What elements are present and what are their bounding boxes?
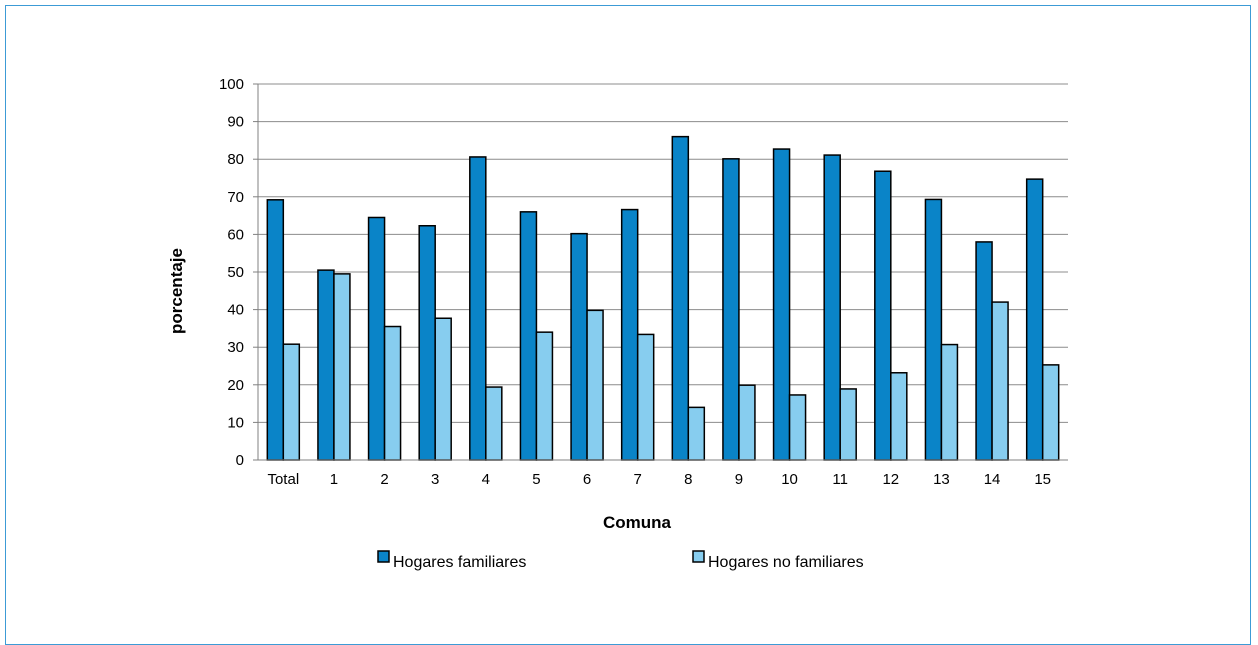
y-tick-label: 70 [227, 189, 244, 206]
y-tick-label: 80 [227, 151, 244, 168]
y-tick-label: 100 [219, 76, 244, 93]
y-tick-label: 30 [227, 339, 244, 356]
legend-swatch [377, 550, 390, 563]
bar-no-familiares [383, 325, 402, 461]
bar-no-familiares [282, 343, 301, 461]
legend: Hogares familiares Hogares no familiares [377, 550, 864, 571]
y-tick-label: 90 [227, 114, 244, 131]
bar-no-familiares [636, 333, 655, 461]
x-tick-label: 12 [882, 471, 899, 488]
x-tick-label: 11 [832, 471, 848, 488]
bar-no-familiares [434, 317, 452, 461]
y-tick-label: 60 [227, 226, 244, 243]
bar-familiares [722, 158, 740, 461]
x-tick-label: 3 [431, 471, 439, 488]
bar-familiares [620, 208, 639, 461]
bar-familiares [1025, 178, 1044, 461]
bar-no-familiares [687, 406, 706, 461]
x-tick-label: 9 [735, 471, 743, 488]
bar-familiares [671, 135, 690, 461]
y-tick-label: 10 [227, 414, 244, 431]
x-tick-label: 5 [532, 471, 540, 488]
bar-familiares [570, 232, 588, 461]
bar-no-familiares [333, 273, 351, 461]
bar-familiares [975, 241, 993, 461]
bar-no-familiares [1041, 364, 1060, 461]
bar-familiares [418, 225, 436, 461]
y-tick-label: 0 [236, 452, 244, 469]
bar-familiares [823, 154, 841, 461]
bar-no-familiares [485, 386, 503, 461]
x-tick-label: 8 [684, 471, 692, 488]
y-tick-label: 40 [227, 302, 244, 319]
bar-familiares [874, 170, 892, 461]
bar-no-familiares [788, 394, 807, 461]
y-axis-title: porcentaje [167, 248, 186, 334]
x-axis-ticks: Total 1 2 3 4 5 6 7 8 9 10 11 12 13 14 15 [267, 471, 1051, 488]
bar-familiares [367, 216, 386, 461]
y-tick-label: 20 [227, 377, 244, 394]
x-tick-label: 4 [482, 471, 490, 488]
bar-no-familiares [738, 384, 756, 461]
bar-no-familiares [991, 301, 1009, 461]
legend-label: Hogares no familiares [708, 554, 864, 571]
bar-familiares [266, 199, 285, 461]
x-tick-label: 1 [330, 471, 338, 488]
x-tick-label: 10 [781, 471, 798, 488]
legend-label: Hogares familiares [393, 554, 526, 571]
bar-familiares [519, 211, 538, 461]
x-tick-label: 2 [380, 471, 388, 488]
bar-familiares [772, 148, 791, 461]
x-tick-label: 7 [634, 471, 642, 488]
bar-familiares [469, 156, 487, 461]
x-tick-label: 15 [1034, 471, 1051, 488]
x-tick-label: Total [267, 471, 299, 488]
bar-familiares [317, 269, 335, 461]
bar-no-familiares [535, 331, 554, 461]
y-axis-ticks: 0 10 20 30 40 50 60 70 80 90 100 [219, 76, 258, 469]
x-tick-label: 6 [583, 471, 591, 488]
bar-familiares [924, 198, 943, 461]
legend-swatch [692, 550, 705, 563]
bar-no-familiares [940, 343, 959, 461]
x-axis-title: Comuna [603, 513, 672, 532]
bar-no-familiares [839, 388, 857, 461]
y-tick-label: 50 [227, 264, 244, 281]
x-tick-label: 13 [933, 471, 950, 488]
bars [266, 135, 1060, 461]
bar-no-familiares [586, 309, 604, 461]
x-tick-label: 14 [984, 471, 1001, 488]
bar-no-familiares [890, 372, 908, 461]
